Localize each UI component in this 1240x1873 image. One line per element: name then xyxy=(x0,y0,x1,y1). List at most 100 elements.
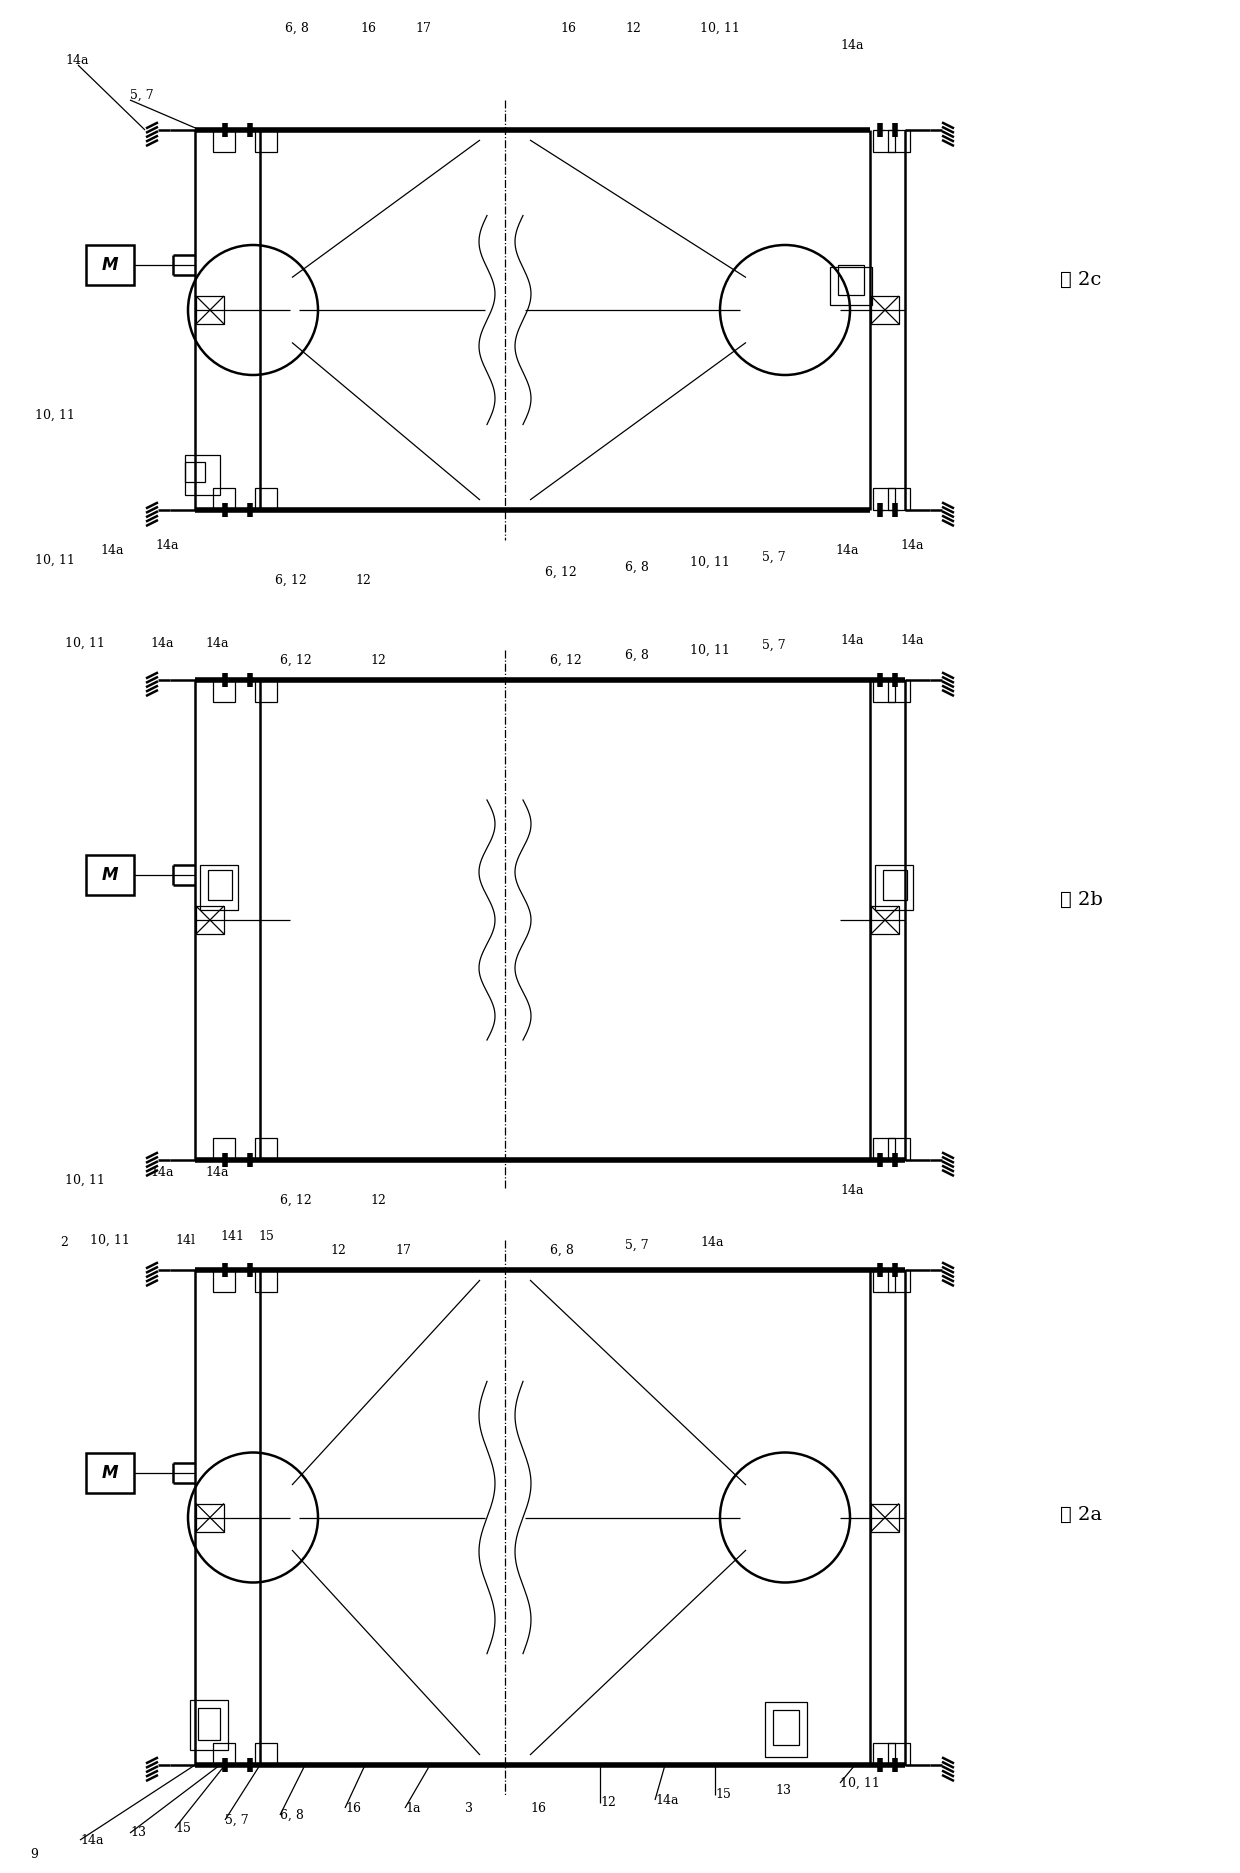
Bar xyxy=(185,463,205,481)
Text: 15: 15 xyxy=(175,1822,191,1834)
Text: 14a: 14a xyxy=(701,1236,723,1249)
Text: 14a: 14a xyxy=(835,543,858,556)
Text: 14a: 14a xyxy=(655,1794,678,1806)
Text: 14a: 14a xyxy=(100,543,124,556)
Bar xyxy=(213,1744,236,1764)
Text: 14a: 14a xyxy=(900,539,924,551)
Text: 15: 15 xyxy=(258,1231,274,1244)
Bar xyxy=(773,1710,799,1746)
Bar xyxy=(255,680,277,702)
Text: 14l: 14l xyxy=(175,1234,195,1247)
Bar xyxy=(830,268,872,305)
Bar xyxy=(888,489,910,509)
Bar xyxy=(873,129,895,152)
Text: 14a: 14a xyxy=(81,1834,103,1847)
Text: 16: 16 xyxy=(345,1802,361,1815)
Bar xyxy=(888,129,910,152)
Bar xyxy=(870,907,899,935)
Text: 14a: 14a xyxy=(64,54,88,67)
Text: 图 2a: 图 2a xyxy=(1060,1506,1102,1525)
Text: 9: 9 xyxy=(30,1849,38,1862)
Text: 6, 8: 6, 8 xyxy=(280,1809,304,1822)
Bar xyxy=(198,1708,219,1740)
Bar xyxy=(873,680,895,702)
Text: 10, 11: 10, 11 xyxy=(701,21,740,34)
Bar xyxy=(213,1139,236,1159)
Text: 6, 12: 6, 12 xyxy=(275,573,306,586)
Text: 14a: 14a xyxy=(839,1184,863,1197)
Text: 14a: 14a xyxy=(150,637,174,650)
Bar xyxy=(86,1452,134,1493)
Bar xyxy=(255,129,277,152)
Text: 12: 12 xyxy=(330,1244,346,1257)
Bar xyxy=(196,907,224,935)
Text: 5, 7: 5, 7 xyxy=(224,1813,249,1826)
Text: 5, 7: 5, 7 xyxy=(763,639,786,652)
Text: 16: 16 xyxy=(529,1802,546,1815)
Text: 15: 15 xyxy=(715,1789,730,1802)
Text: 17: 17 xyxy=(396,1244,410,1257)
Text: 10, 11: 10, 11 xyxy=(35,554,74,566)
Text: 12: 12 xyxy=(370,1193,386,1206)
Text: 14a: 14a xyxy=(205,637,228,650)
Text: 6, 12: 6, 12 xyxy=(280,654,311,667)
Text: 6, 12: 6, 12 xyxy=(546,566,577,579)
Bar xyxy=(838,264,864,296)
Text: 14a: 14a xyxy=(205,1167,228,1180)
Bar xyxy=(255,1270,277,1292)
Text: 图 2c: 图 2c xyxy=(1060,272,1101,288)
Text: 13: 13 xyxy=(130,1826,146,1839)
Bar xyxy=(765,1703,807,1757)
Text: M: M xyxy=(102,865,118,884)
Text: 17: 17 xyxy=(415,21,430,34)
Text: 141: 141 xyxy=(219,1231,244,1244)
Bar xyxy=(873,1139,895,1159)
Text: 6, 8: 6, 8 xyxy=(285,21,309,34)
Text: 5, 7: 5, 7 xyxy=(130,88,154,101)
Bar xyxy=(888,1744,910,1764)
Text: 16: 16 xyxy=(560,21,577,34)
Text: 10, 11: 10, 11 xyxy=(689,556,730,569)
Bar xyxy=(873,489,895,509)
Bar xyxy=(190,1701,228,1749)
Text: 6, 8: 6, 8 xyxy=(551,1244,574,1257)
Bar xyxy=(255,489,277,509)
Bar xyxy=(213,489,236,509)
Bar xyxy=(208,869,232,901)
Text: 14a: 14a xyxy=(900,633,924,646)
Text: 16: 16 xyxy=(360,21,376,34)
Bar xyxy=(873,1744,895,1764)
Text: M: M xyxy=(102,1463,118,1482)
Text: 12: 12 xyxy=(600,1796,616,1809)
Text: 14a: 14a xyxy=(839,633,863,646)
Bar xyxy=(213,129,236,152)
Bar xyxy=(870,1504,899,1532)
Text: 10, 11: 10, 11 xyxy=(839,1776,880,1789)
Text: 6, 12: 6, 12 xyxy=(551,654,582,667)
Bar xyxy=(875,865,913,910)
Bar xyxy=(873,1270,895,1292)
Text: 10, 11: 10, 11 xyxy=(91,1234,130,1247)
Bar xyxy=(86,854,134,895)
Text: 12: 12 xyxy=(355,573,371,586)
Text: 5, 7: 5, 7 xyxy=(763,551,786,564)
Bar xyxy=(888,1139,910,1159)
Bar xyxy=(200,865,238,910)
Bar xyxy=(185,455,219,494)
Text: 6, 8: 6, 8 xyxy=(625,648,649,661)
Text: 1a: 1a xyxy=(405,1802,420,1815)
Bar xyxy=(196,296,224,324)
Bar xyxy=(870,296,899,324)
Text: 图 2b: 图 2b xyxy=(1060,892,1102,908)
Text: 12: 12 xyxy=(370,654,386,667)
Text: 10, 11: 10, 11 xyxy=(64,1174,105,1186)
Text: 6, 12: 6, 12 xyxy=(280,1193,311,1206)
Bar xyxy=(888,680,910,702)
Text: 10, 11: 10, 11 xyxy=(35,408,74,421)
Bar xyxy=(883,869,906,901)
Text: 3: 3 xyxy=(465,1802,472,1815)
Text: 2: 2 xyxy=(60,1236,68,1249)
Bar xyxy=(213,680,236,702)
Text: 14a: 14a xyxy=(839,39,863,51)
Bar xyxy=(86,245,134,285)
